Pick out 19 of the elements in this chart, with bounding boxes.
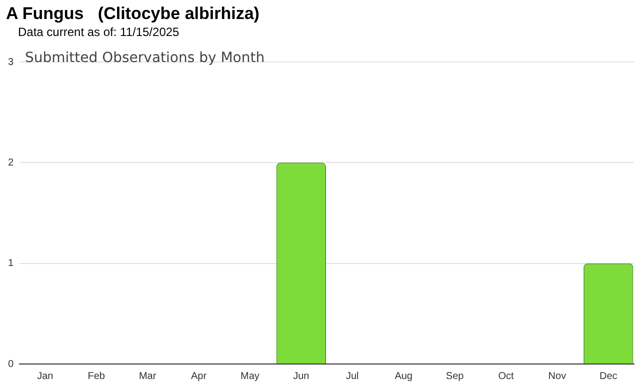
y-tick-label: 2 [8, 157, 14, 168]
x-tick-label: Jul [346, 370, 359, 382]
x-tick-label: Jan [37, 370, 54, 382]
x-tick-label: Apr [190, 370, 208, 382]
x-tick-label: Dec [600, 370, 618, 382]
chart-subtitle: Data current as of: 11/15/2025 [18, 25, 180, 39]
x-tick-label: Aug [394, 370, 412, 382]
annotation: Submitted Observations by Month [25, 50, 265, 66]
x-tick-label: Jun [293, 370, 310, 382]
x-tick-label: Oct [498, 370, 514, 382]
x-tick-label: May [240, 370, 260, 382]
y-tick-label: 1 [8, 258, 14, 270]
x-tick-label: Feb [88, 370, 106, 382]
chart-title: A Fungus (Clitocybe albirhiza) [6, 4, 260, 24]
y-tick-label: 3 [8, 56, 14, 68]
y-tick-label: 0 [8, 358, 14, 370]
x-tick-label: Nov [548, 370, 566, 382]
x-tick-label: Sep [446, 370, 464, 382]
x-tick-label: Mar [138, 370, 157, 382]
